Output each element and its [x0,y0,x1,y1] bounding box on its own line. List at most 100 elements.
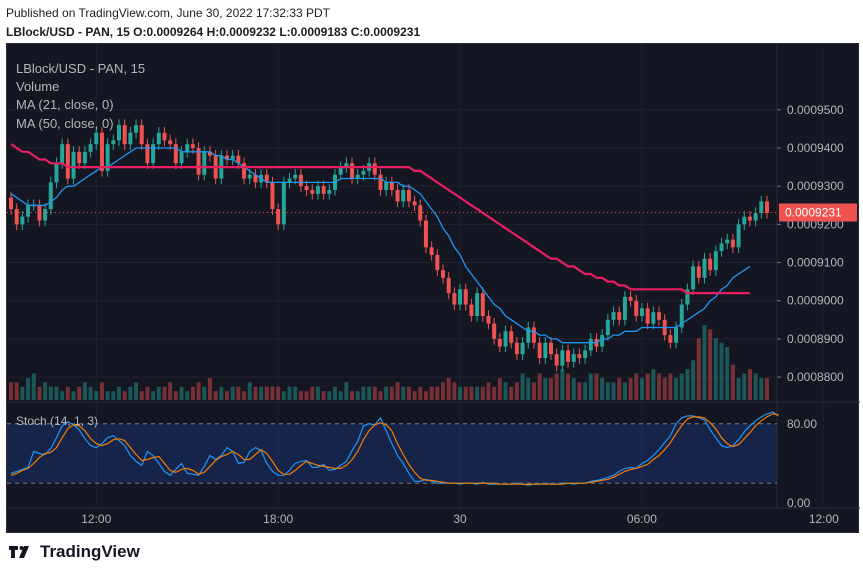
symbol-title: LBlock/USD - PAN, 15 [6,25,130,39]
candle-body [651,312,656,324]
volume-bar [526,377,531,400]
price-axis[interactable]: 0.00095000.00094000.00093000.00092000.00… [7,103,857,384]
candle-body [190,144,195,148]
time-tick-label: 12:00 [81,512,111,526]
volume-bar [384,386,389,400]
volume-bar [747,369,752,400]
candle-body [270,182,275,210]
candle-body [298,174,303,187]
candle-body [492,323,497,339]
candle-body [463,289,468,305]
volume-bar [696,338,701,400]
legend-ma50: MA (50, close, 0) [16,116,114,131]
volume-bar [60,391,65,400]
volume-bar [247,382,252,400]
stoch-tick-label: 0.00 [787,496,811,510]
candle-body [310,190,315,194]
volume-bar [543,377,548,400]
candle-body [509,331,514,343]
candles-layer [9,119,769,372]
candle-body [20,216,25,225]
volume-bar [645,373,650,400]
volume-bar [719,342,724,400]
candle-body [605,319,610,336]
candle-body [679,304,684,328]
volume-bar [344,382,349,400]
close-label: C: [350,25,364,39]
candle-body [554,354,559,366]
candle-body [281,182,286,225]
candle-body [327,190,332,194]
chart-panel[interactable]: 0.0009500 0.0009400 0.0009300 0.0009200 0.00… [6,43,860,534]
volume-bar [713,338,718,400]
volume-bar [736,377,741,400]
volume-bar [310,386,315,400]
time-tick-label: 12:00 [809,512,839,526]
candle-body [77,151,82,164]
tradingview-brand: TradingView [40,542,140,561]
candle-body [389,182,394,190]
candle-body [65,144,70,179]
volume-bar [725,347,730,400]
candle-body [350,163,355,179]
time-tick-label: 18:00 [263,512,293,526]
candle-body [747,216,752,221]
volume-bar [350,391,355,400]
volume-bar [287,386,292,400]
low-value: 0.0009183 [290,25,348,39]
candle-body [469,304,474,316]
candle-body [503,331,508,347]
high-value: 0.0009232 [219,25,276,39]
candle-body [583,350,588,358]
volume-bar [196,382,201,400]
volume-bar [94,391,99,400]
candle-body [264,174,269,183]
volume-bar [20,386,25,400]
volume-bar [190,386,195,400]
candle-body [765,201,769,213]
candle-body [566,350,571,362]
volume-bar [219,386,224,400]
volume-bar [497,377,502,400]
candle-body [514,342,519,355]
candle-body [446,277,451,294]
candle-body [372,163,377,175]
legend-ma21: MA (21, close, 0) [16,97,114,112]
candle-body [94,132,99,145]
ma-layer [10,143,751,344]
volume-bar [139,391,144,400]
candle-body [128,132,133,145]
footer-brand[interactable]: TradingView [8,542,140,562]
volume-bar [230,386,235,400]
volume-bar [26,377,31,400]
volume-bar [412,391,417,400]
volume-bar [702,325,707,400]
volume-bar [162,386,167,400]
volume-bar [355,391,360,400]
time-axis[interactable]: 12:00 18:00 30 06:00 12:00 [81,512,839,526]
published-line: Published on TradingView.com, June 30, 2… [6,6,330,20]
candle-body [151,144,156,164]
volume-bar [259,386,264,400]
volume-bar [429,386,434,400]
candle-body [435,254,440,271]
volume-bar [475,386,480,400]
volume-bar [82,382,87,400]
volume-bar [492,386,497,400]
low-label: L: [279,25,291,39]
high-label: H: [206,25,220,39]
stoch-k-line [10,411,779,486]
candle-body [82,151,87,164]
volume-bar [503,382,508,400]
volume-bar [441,382,445,400]
volume-bar [37,386,42,400]
volume-bar [622,382,627,400]
volume-bar [276,386,281,400]
volume-bar [389,386,394,400]
candle-body [742,216,747,225]
volume-bar [236,386,241,400]
chart-svg[interactable]: 0.00095000.00094000.00093000.00092000.00… [7,44,860,534]
volume-bar [406,386,411,400]
candle-body [395,190,400,202]
candle-body [611,312,616,320]
